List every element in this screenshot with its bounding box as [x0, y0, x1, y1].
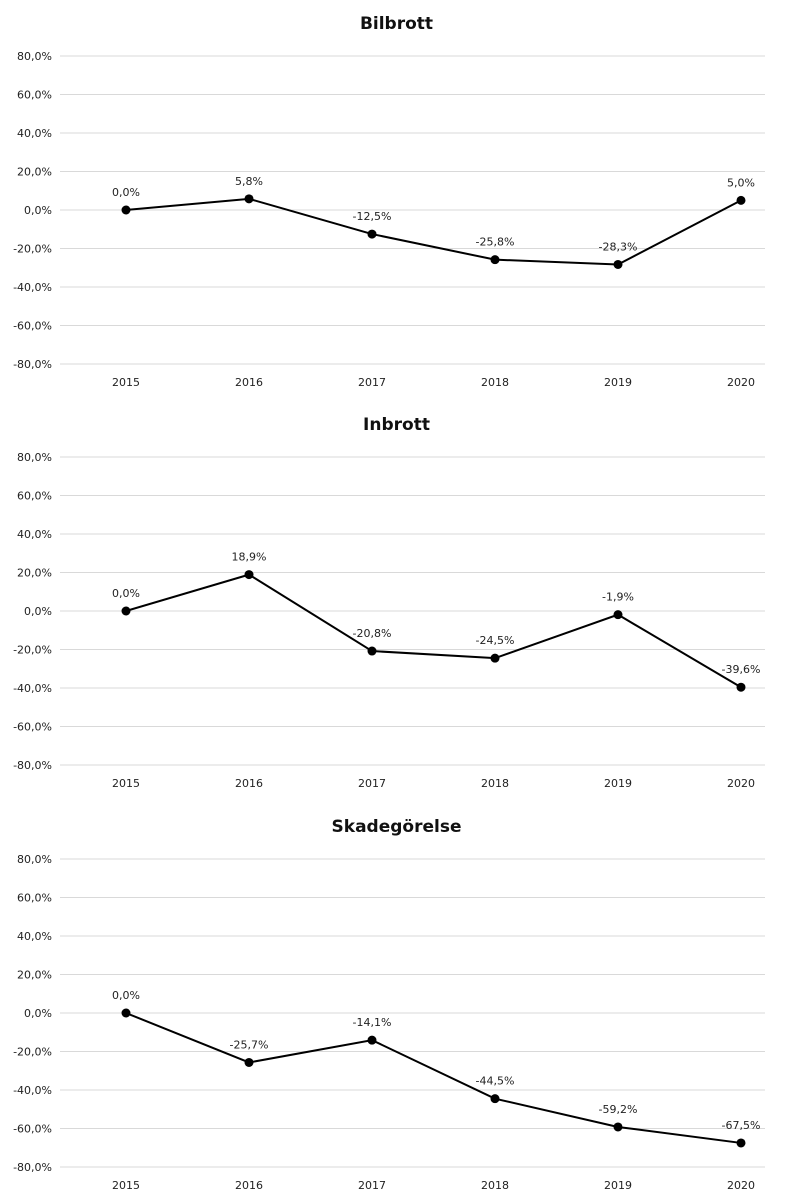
data-label: -25,7% — [230, 1038, 269, 1051]
data-point — [490, 653, 500, 663]
line-chart-3: Skadegörelse 80,0% 60,0% 40,0% 20,0% 0,0% -20,… — [13, 817, 765, 1191]
data-point — [613, 259, 623, 269]
x-tick-label: 2016 — [235, 376, 263, 389]
x-tick-label: 2015 — [112, 1179, 140, 1191]
series-line — [125, 573, 742, 689]
y-tick-label: 40,0% — [17, 930, 52, 943]
y-tick-label: 60,0% — [17, 490, 52, 503]
x-tick-label: 2017 — [358, 777, 386, 790]
data-label: 0,0% — [112, 186, 140, 199]
chart-title: Inbrott — [363, 415, 430, 435]
y-tick-label: -40,0% — [13, 682, 52, 695]
data-label: 5,8% — [235, 175, 263, 188]
data-label: -67,5% — [722, 1119, 761, 1132]
data-point — [367, 1035, 377, 1045]
data-label: -39,6% — [722, 663, 761, 676]
data-point — [490, 1094, 500, 1104]
data-point — [244, 570, 254, 580]
series-line — [125, 1012, 742, 1144]
x-tick-label: 2020 — [727, 1179, 755, 1191]
data-label: 0,0% — [112, 587, 140, 600]
x-tick-label: 2018 — [481, 777, 509, 790]
y-tick-label: -60,0% — [13, 1123, 52, 1136]
x-tick-label: 2019 — [604, 376, 632, 389]
data-point — [367, 229, 377, 239]
x-tick-label: 2019 — [604, 777, 632, 790]
data-point — [736, 195, 746, 205]
data-point — [613, 1122, 623, 1132]
data-label: -28,3% — [599, 240, 638, 253]
y-tick-label: 20,0% — [17, 969, 52, 982]
y-tick-label: 0,0% — [24, 605, 52, 618]
data-label: -20,8% — [353, 627, 392, 640]
series-line — [125, 197, 742, 266]
x-tick-label: 2020 — [727, 376, 755, 389]
x-tick-label: 2018 — [481, 376, 509, 389]
data-label: -59,2% — [599, 1103, 638, 1116]
data-point — [367, 646, 377, 656]
data-point — [121, 1008, 131, 1018]
x-tick-label: 2020 — [727, 777, 755, 790]
x-tick-label: 2015 — [112, 777, 140, 790]
y-tick-label: 40,0% — [17, 127, 52, 140]
data-point — [121, 606, 131, 616]
y-tick-label: 80,0% — [17, 451, 52, 464]
chart-title: Bilbrott — [360, 14, 433, 34]
data-point — [613, 610, 623, 620]
x-tick-label: 2018 — [481, 1179, 509, 1191]
data-label: -24,5% — [476, 634, 515, 647]
y-tick-label: -40,0% — [13, 1084, 52, 1097]
line-chart-1: Bilbrott 80,0% 60,0% 40,0% 20,0% 0,0% -20,0% -4… — [13, 14, 765, 389]
y-tick-label: -80,0% — [13, 358, 52, 371]
y-tick-label: -20,0% — [13, 1046, 52, 1059]
line-chart-2: Inbrott 80,0% 60,0% 40,0% 20,0% 0,0% -20,0% -40… — [13, 415, 765, 790]
data-label: 18,9% — [232, 551, 267, 564]
data-label: -44,5% — [476, 1075, 515, 1088]
data-label: -1,9% — [602, 591, 634, 604]
y-tick-label: 80,0% — [17, 853, 52, 866]
data-label: -25,8% — [476, 236, 515, 249]
y-tick-label: -60,0% — [13, 721, 52, 734]
data-label: -14,1% — [353, 1016, 392, 1029]
data-point — [736, 1138, 746, 1148]
y-tick-label: 0,0% — [24, 1007, 52, 1020]
y-tick-label: 40,0% — [17, 528, 52, 541]
y-tick-label: 0,0% — [24, 204, 52, 217]
data-point — [736, 682, 746, 692]
y-tick-label: -80,0% — [13, 1161, 52, 1174]
x-tick-label: 2019 — [604, 1179, 632, 1191]
y-tick-label: 20,0% — [17, 567, 52, 580]
data-point — [490, 255, 500, 265]
x-tick-label: 2016 — [235, 777, 263, 790]
x-tick-label: 2016 — [235, 1179, 263, 1191]
data-point — [121, 205, 131, 215]
chart-title: Skadegörelse — [332, 817, 462, 837]
y-tick-label: -80,0% — [13, 759, 52, 772]
x-tick-label: 2017 — [358, 1179, 386, 1191]
data-label: 5,0% — [727, 176, 755, 189]
y-tick-label: -60,0% — [13, 320, 52, 333]
data-label: 0,0% — [112, 989, 140, 1002]
x-tick-label: 2015 — [112, 376, 140, 389]
x-tick-label: 2017 — [358, 376, 386, 389]
data-point — [244, 194, 254, 204]
y-tick-label: 60,0% — [17, 892, 52, 905]
y-tick-label: -20,0% — [13, 644, 52, 657]
y-tick-label: 80,0% — [17, 50, 52, 63]
y-tick-label: -40,0% — [13, 281, 52, 294]
data-label: -12,5% — [353, 210, 392, 223]
data-point — [244, 1057, 254, 1067]
y-tick-label: 20,0% — [17, 166, 52, 179]
y-tick-label: -20,0% — [13, 243, 52, 256]
y-tick-label: 60,0% — [17, 89, 52, 102]
